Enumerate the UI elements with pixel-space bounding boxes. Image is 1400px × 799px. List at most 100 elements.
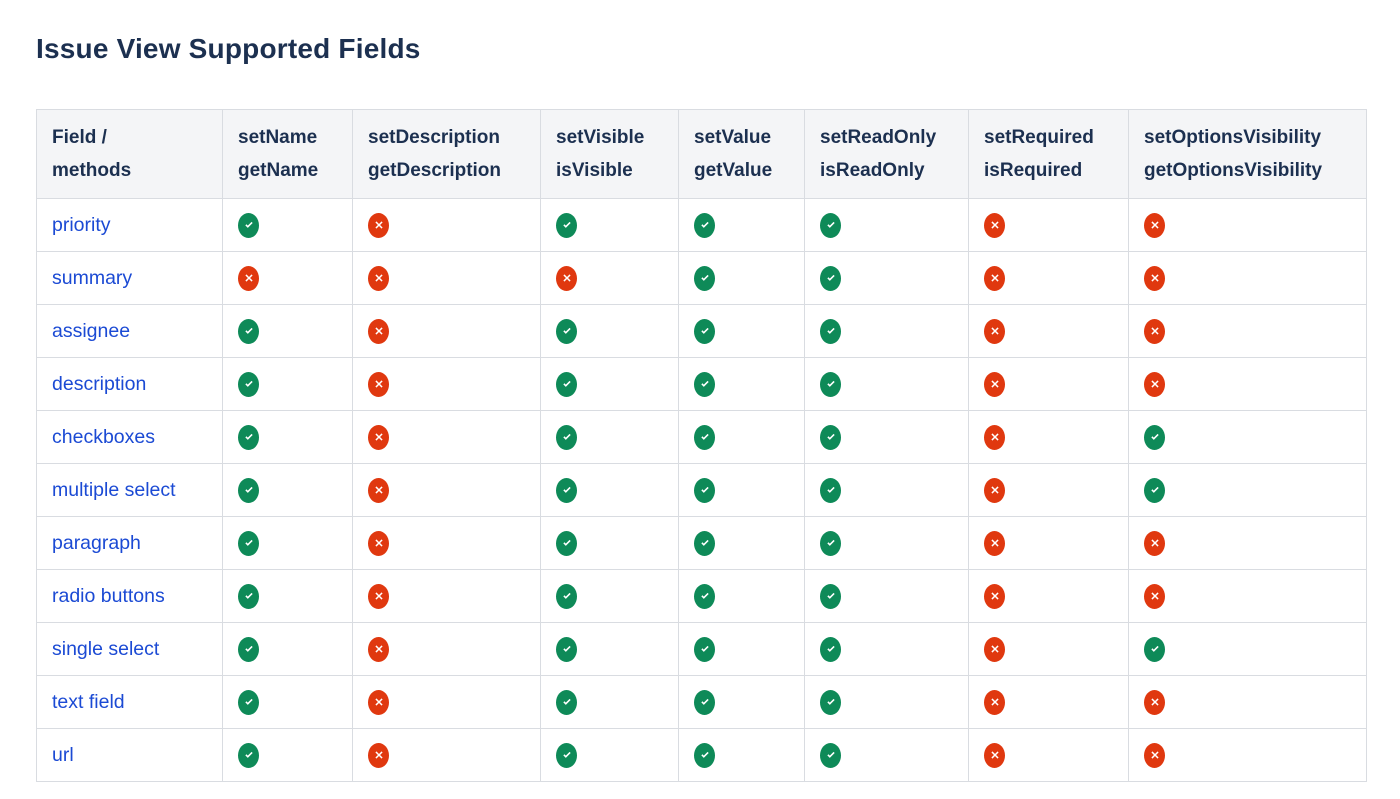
supported-cell bbox=[1128, 463, 1367, 517]
field-cell: single select bbox=[36, 622, 223, 676]
table-header: Field / methods setName getName setDescripti… bbox=[36, 109, 1367, 199]
cross-circle-icon bbox=[368, 689, 389, 715]
supported-cell bbox=[804, 675, 969, 729]
unsupported-cell bbox=[968, 410, 1129, 464]
supported-cell bbox=[678, 675, 805, 729]
cross-circle-icon bbox=[368, 212, 389, 238]
field-cell: radio buttons bbox=[36, 569, 223, 623]
supported-cell bbox=[540, 198, 679, 252]
cross-circle-icon bbox=[1144, 530, 1165, 556]
field-link[interactable]: assignee bbox=[52, 319, 131, 342]
check-circle-icon bbox=[556, 583, 577, 609]
supported-cell bbox=[222, 516, 353, 570]
field-link[interactable]: description bbox=[52, 372, 147, 395]
supported-cell bbox=[222, 304, 353, 358]
table-row: description bbox=[36, 357, 1367, 411]
supported-fields-table: Field / methods setName getName setDescripti… bbox=[36, 109, 1367, 782]
cross-circle-icon bbox=[238, 265, 259, 291]
unsupported-cell bbox=[1128, 516, 1367, 570]
check-circle-icon bbox=[820, 477, 841, 503]
supported-cell bbox=[804, 304, 969, 358]
supported-cell bbox=[222, 410, 353, 464]
check-circle-icon bbox=[694, 530, 715, 556]
check-circle-icon bbox=[556, 530, 577, 556]
field-link[interactable]: url bbox=[52, 743, 74, 766]
cross-circle-icon bbox=[984, 477, 1005, 503]
check-circle-icon bbox=[694, 477, 715, 503]
check-circle-icon bbox=[556, 477, 577, 503]
table-row: priority bbox=[36, 198, 1367, 252]
field-link[interactable]: summary bbox=[52, 266, 133, 289]
check-circle-icon bbox=[238, 689, 259, 715]
unsupported-cell bbox=[1128, 198, 1367, 252]
table-row: url bbox=[36, 728, 1367, 782]
check-circle-icon bbox=[820, 318, 841, 344]
check-circle-icon bbox=[1144, 636, 1165, 662]
cross-circle-icon bbox=[1144, 265, 1165, 291]
field-cell: description bbox=[36, 357, 223, 411]
cross-circle-icon bbox=[368, 742, 389, 768]
table-row: paragraph bbox=[36, 516, 1367, 570]
check-circle-icon bbox=[694, 424, 715, 450]
column-header-7: setOptionsVisibility getOptionsVisibility bbox=[1128, 109, 1367, 199]
unsupported-cell bbox=[968, 251, 1129, 305]
supported-cell bbox=[540, 569, 679, 623]
field-link[interactable]: text field bbox=[52, 690, 125, 713]
field-link[interactable]: radio buttons bbox=[52, 584, 165, 607]
check-circle-icon bbox=[820, 212, 841, 238]
cross-circle-icon bbox=[984, 318, 1005, 344]
supported-cell bbox=[222, 357, 353, 411]
unsupported-cell bbox=[352, 622, 541, 676]
field-link[interactable]: multiple select bbox=[52, 478, 176, 501]
check-circle-icon bbox=[820, 636, 841, 662]
table-row: summary bbox=[36, 251, 1367, 305]
check-circle-icon bbox=[694, 636, 715, 662]
cross-circle-icon bbox=[1144, 212, 1165, 238]
unsupported-cell bbox=[968, 198, 1129, 252]
page: Issue View Supported Fields Field / metho… bbox=[36, 33, 1367, 782]
cross-circle-icon bbox=[368, 530, 389, 556]
check-circle-icon bbox=[556, 689, 577, 715]
check-circle-icon bbox=[556, 212, 577, 238]
cross-circle-icon bbox=[368, 477, 389, 503]
cross-circle-icon bbox=[1144, 318, 1165, 344]
check-circle-icon bbox=[238, 371, 259, 397]
supported-cell bbox=[804, 463, 969, 517]
unsupported-cell bbox=[1128, 728, 1367, 782]
check-circle-icon bbox=[820, 689, 841, 715]
cross-circle-icon bbox=[984, 742, 1005, 768]
check-circle-icon bbox=[694, 318, 715, 344]
check-circle-icon bbox=[556, 742, 577, 768]
field-link[interactable]: single select bbox=[52, 637, 160, 660]
cross-circle-icon bbox=[1144, 371, 1165, 397]
check-circle-icon bbox=[238, 318, 259, 344]
unsupported-cell bbox=[352, 516, 541, 570]
supported-cell bbox=[678, 251, 805, 305]
field-link[interactable]: checkboxes bbox=[52, 425, 155, 448]
field-link[interactable]: priority bbox=[52, 213, 111, 236]
field-cell: assignee bbox=[36, 304, 223, 358]
supported-cell bbox=[540, 675, 679, 729]
column-header-4: setValue getValue bbox=[678, 109, 805, 199]
check-circle-icon bbox=[556, 371, 577, 397]
check-circle-icon bbox=[820, 583, 841, 609]
column-header-5: setReadOnly isReadOnly bbox=[804, 109, 969, 199]
column-header-0: Field / methods bbox=[36, 109, 223, 199]
supported-cell bbox=[678, 728, 805, 782]
check-circle-icon bbox=[694, 265, 715, 291]
unsupported-cell bbox=[352, 728, 541, 782]
supported-cell bbox=[678, 198, 805, 252]
supported-cell bbox=[678, 622, 805, 676]
cross-circle-icon bbox=[556, 265, 577, 291]
field-link[interactable]: paragraph bbox=[52, 531, 141, 554]
cross-circle-icon bbox=[368, 318, 389, 344]
check-circle-icon bbox=[238, 636, 259, 662]
supported-cell bbox=[804, 622, 969, 676]
check-circle-icon bbox=[820, 265, 841, 291]
field-cell: paragraph bbox=[36, 516, 223, 570]
unsupported-cell bbox=[352, 569, 541, 623]
unsupported-cell bbox=[352, 675, 541, 729]
table-row: multiple select bbox=[36, 463, 1367, 517]
check-circle-icon bbox=[694, 212, 715, 238]
table-row: assignee bbox=[36, 304, 1367, 358]
